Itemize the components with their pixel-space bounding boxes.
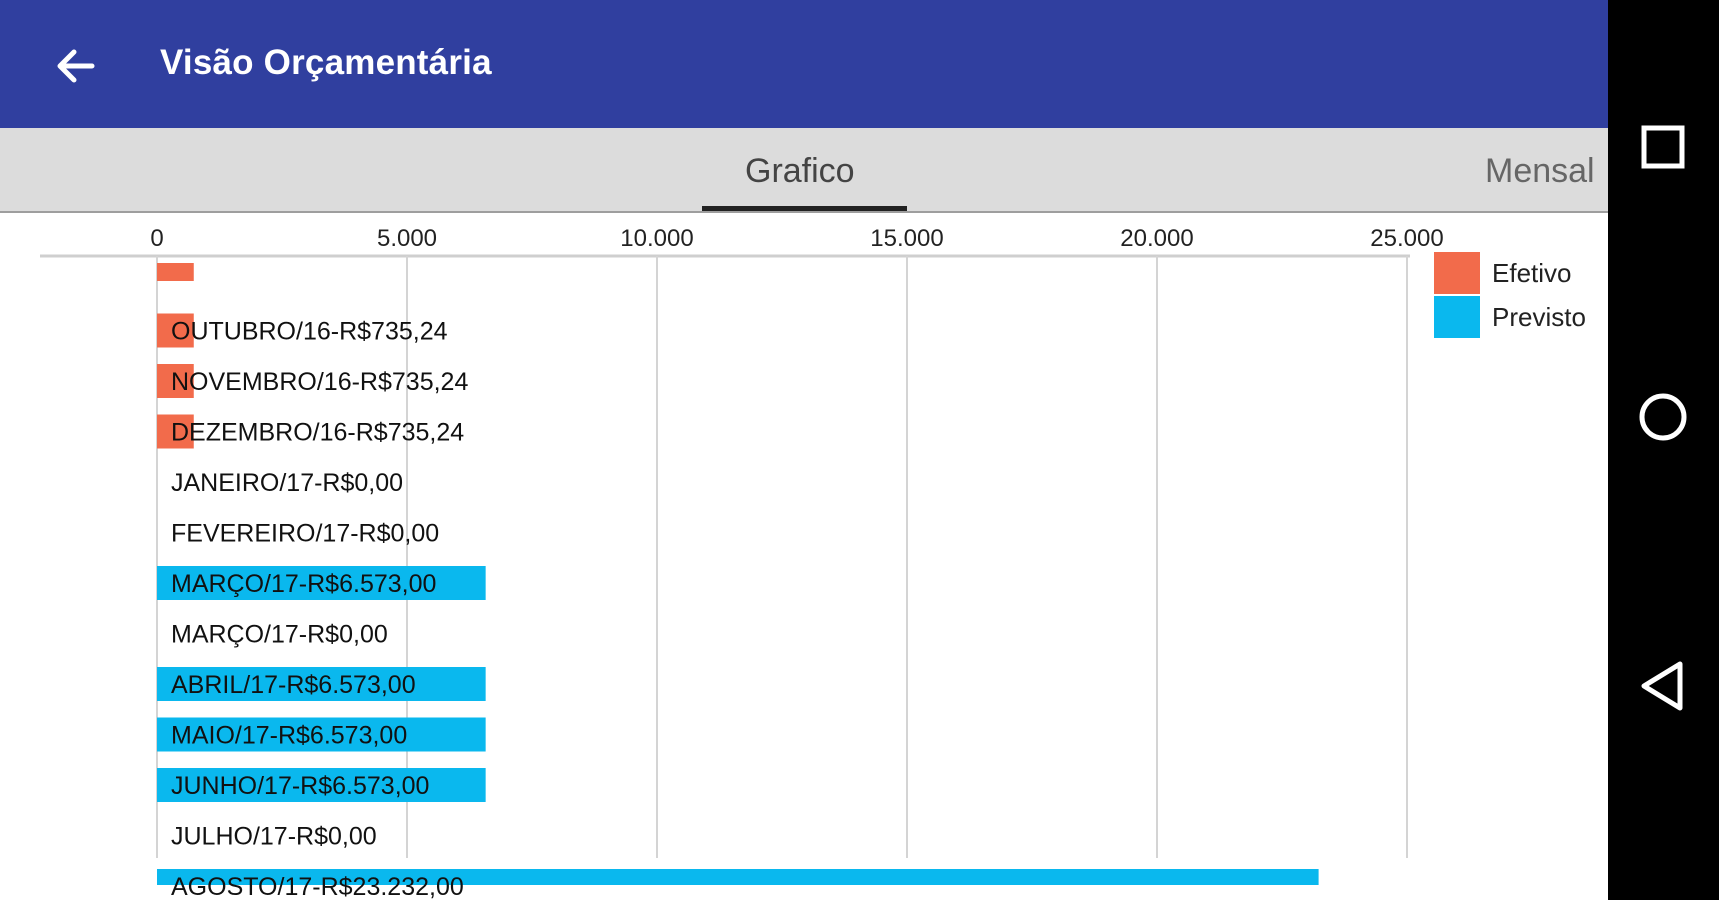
legend-label-previsto: Previsto [1492, 301, 1586, 332]
recent-apps-square-icon [1641, 125, 1685, 169]
legend-swatch-efetivo [1434, 252, 1480, 294]
bar-label: MARÇO/17-R$6.573,00 [171, 570, 436, 598]
bar-label: FEVEREIRO/17-R$0,00 [171, 520, 439, 548]
back-triangle-icon [1641, 661, 1683, 711]
bar [157, 263, 194, 281]
bar-label: ABRIL/17-R$6.573,00 [171, 671, 416, 699]
chart-legend: Efetivo Previsto [1434, 251, 1586, 339]
home-circle-icon [1639, 393, 1687, 441]
x-tick-label: 0 [150, 225, 163, 252]
page-title: Visão Orçamentária [160, 43, 492, 82]
recent-apps-button[interactable] [1633, 117, 1693, 177]
legend-label-efetivo: Efetivo [1492, 257, 1572, 288]
back-button[interactable] [40, 30, 112, 102]
system-nav-bar [1608, 0, 1719, 900]
app-bar: Visão Orçamentária [0, 0, 1608, 128]
bar-label: JUNHO/17-R$6.573,00 [171, 772, 429, 800]
selected-tab-indicator [702, 206, 907, 211]
tab-mensal[interactable]: Mensal [1485, 152, 1595, 190]
tab-grafico[interactable]: Grafico [745, 152, 855, 190]
bar [157, 717, 486, 752]
bar-label: MARÇO/17-R$0,00 [171, 621, 388, 649]
bar-label: DEZEMBRO/16-R$735,24 [171, 419, 464, 447]
bar-chart: 0 5.000 10.000 15.000 20.000 25.000 OUTUBRO/16… [40, 225, 1444, 900]
x-tick-label: 25.000 [1370, 225, 1443, 252]
legend-item-previsto: Previsto [1434, 295, 1586, 339]
bar [157, 313, 194, 348]
bar-label: OUTUBRO/16-R$735,24 [171, 318, 448, 346]
x-tick-label: 15.000 [870, 225, 943, 252]
bar-label: JULHO/17-R$0,00 [171, 823, 377, 851]
tab-bar: Grafico Mensal [0, 128, 1608, 213]
bar [157, 768, 486, 802]
bar-label: JANEIRO/17-R$0,00 [171, 469, 403, 497]
bar [157, 364, 194, 398]
legend-item-efetivo: Efetivo [1434, 251, 1586, 295]
x-tick-label: 5.000 [377, 225, 437, 252]
x-tick-label: 20.000 [1120, 225, 1193, 252]
system-back-button[interactable] [1633, 656, 1693, 716]
bar-label: MAIO/17-R$6.573,00 [171, 722, 407, 750]
arrow-left-icon [57, 49, 95, 83]
bar [157, 414, 194, 449]
bar [157, 869, 1319, 885]
bar-label: NOVEMBRO/16-R$735,24 [171, 368, 468, 396]
app-screen: Visão Orçamentária Grafico Mensal 0 5.000… [0, 0, 1608, 900]
legend-swatch-previsto [1434, 296, 1480, 338]
budget-chart: 0 5.000 10.000 15.000 20.000 25.000 OUTUBRO/16… [0, 213, 1608, 900]
bar [157, 667, 486, 701]
home-button[interactable] [1633, 387, 1693, 447]
bar [157, 566, 486, 600]
x-tick-label: 10.000 [620, 225, 693, 252]
bar-label: AGOSTO/17-R$23.232,00 [171, 873, 464, 900]
